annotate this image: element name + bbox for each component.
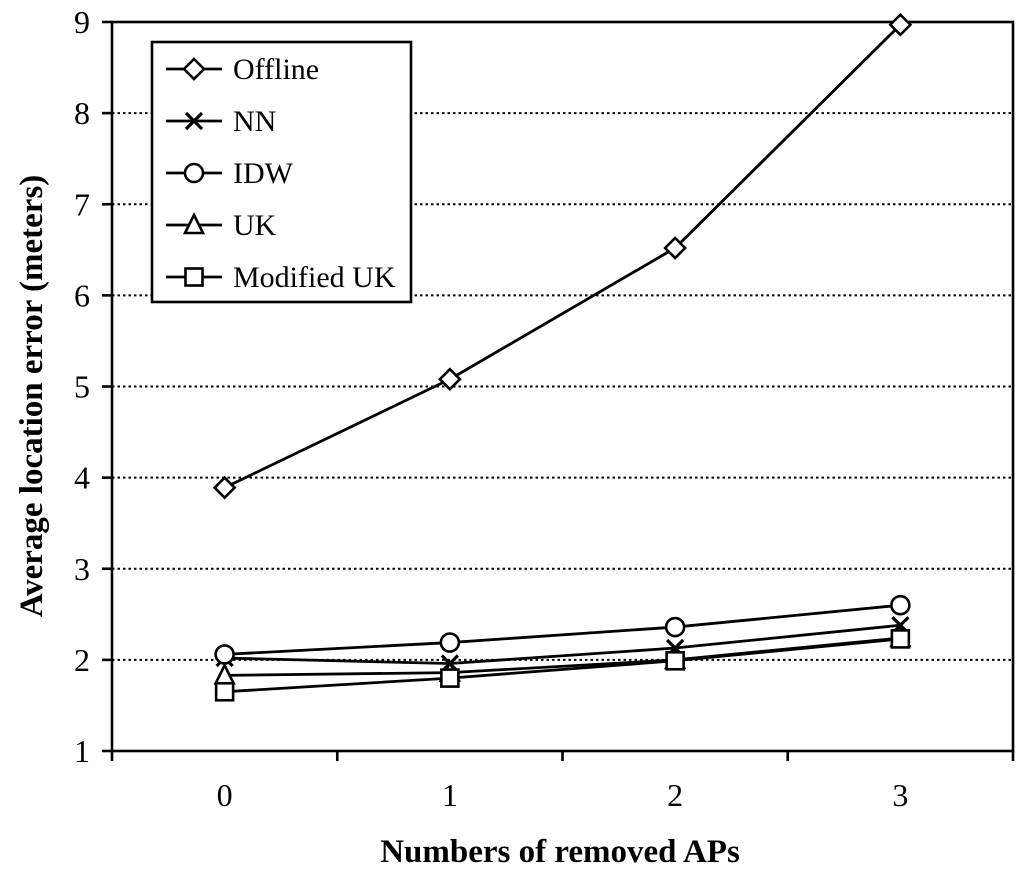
series-offline [212, 12, 913, 500]
y-tick-label: 6 [74, 277, 90, 313]
y-tick-label: 3 [74, 551, 90, 587]
series-line [224, 637, 901, 694]
legend-label: UK [233, 209, 277, 242]
circle-marker [664, 616, 686, 638]
diamond-marker [888, 12, 913, 37]
square-marker [214, 681, 235, 702]
legend-item: UK [166, 209, 277, 242]
square-marker [184, 267, 204, 287]
series-line [224, 623, 901, 665]
legend-label: NN [233, 105, 276, 138]
circle-marker [183, 162, 205, 184]
legend-item: NN [166, 105, 276, 138]
circle-marker [890, 594, 911, 616]
x-tick-label: 1 [442, 777, 458, 813]
x-tick-label: 2 [667, 777, 683, 813]
legend-item: Offline [166, 53, 319, 86]
diamond-marker [182, 57, 206, 81]
square-marker [890, 629, 911, 649]
series-line [224, 23, 902, 489]
series-modified-uk [214, 629, 911, 702]
y-tick-label: 5 [74, 369, 90, 405]
circle-marker [214, 644, 235, 665]
y-tick-label: 2 [74, 642, 90, 678]
legend-item: Modified UK [166, 261, 396, 294]
legend: Offline NN IDW UK Modified UK [150, 40, 413, 304]
y-tick-label: 9 [74, 4, 90, 40]
series-idw [214, 594, 911, 665]
series-line [224, 603, 901, 656]
y-tick-label: 7 [74, 186, 90, 222]
x-stroke [184, 111, 204, 131]
legend-label: IDW [233, 157, 294, 190]
data-series [212, 12, 913, 702]
x-marker [184, 111, 204, 131]
triangle-marker [182, 212, 206, 235]
series-nn [215, 616, 910, 673]
axis-ticks: 1 2 3 4 5 6 7 8 9 0 1 2 3 [74, 4, 1015, 813]
y-axis-title: Average location error (meters) [14, 175, 50, 618]
square-marker [665, 650, 685, 671]
y-tick-label: 8 [74, 95, 90, 131]
legend-label: Modified UK [233, 261, 396, 294]
legend-label: Offline [233, 53, 319, 86]
y-tick-label: 1 [74, 733, 90, 769]
legend-item: IDW [166, 157, 294, 190]
diamond-marker [663, 236, 687, 260]
y-tick-label: 4 [74, 460, 90, 496]
x-tick-label: 0 [217, 777, 233, 813]
diamond-marker [212, 475, 237, 500]
x-tick-label: 3 [892, 777, 908, 813]
square-marker [440, 668, 460, 688]
x-axis-title: Numbers of removed APs [380, 834, 740, 870]
diamond-marker [438, 367, 462, 392]
circle-marker [439, 632, 461, 653]
